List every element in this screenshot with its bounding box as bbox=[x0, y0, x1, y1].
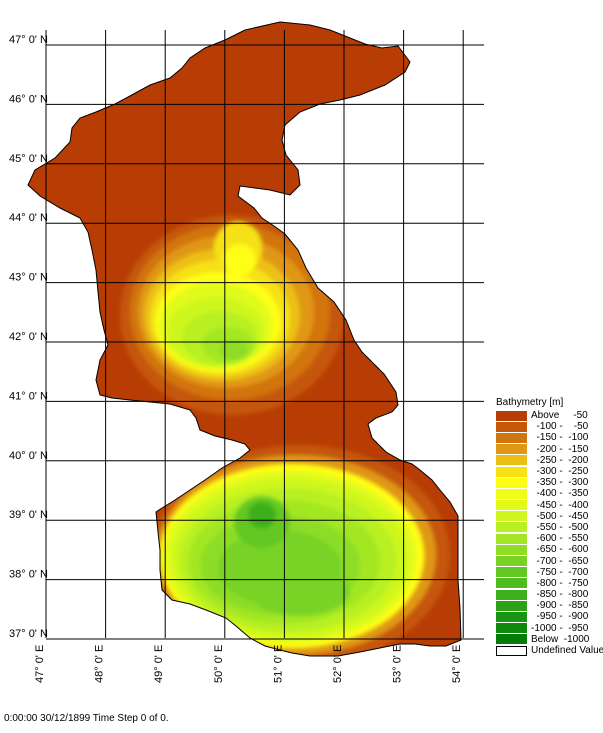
legend-label: -950 - -900 bbox=[531, 611, 589, 623]
legend-label: -300 - -250 bbox=[531, 466, 589, 478]
coastline bbox=[27, 21, 462, 657]
legend-swatch bbox=[496, 421, 527, 432]
legend-label: Below -1000 bbox=[531, 633, 590, 645]
legend-item: -900 - -850 bbox=[496, 600, 603, 611]
latitude-label: 45° 0' N bbox=[9, 153, 48, 165]
legend-item: Below -1000 bbox=[496, 634, 603, 645]
legend-swatch bbox=[496, 455, 527, 466]
graticule bbox=[45, 30, 484, 640]
legend-item: -400 - -350 bbox=[496, 488, 603, 499]
legend-item: -1000 - -950 bbox=[496, 623, 603, 634]
legend-swatch bbox=[496, 600, 527, 611]
legend-item: -700 - -650 bbox=[496, 555, 603, 567]
legend-item: -300 - -250 bbox=[496, 466, 603, 477]
legend-rows: Above -50 -100 - -50 -150 - -100 -200 - … bbox=[496, 410, 603, 656]
longitude-label: 53° 0' E bbox=[392, 645, 404, 683]
legend-swatch bbox=[496, 556, 527, 567]
legend-swatch bbox=[496, 634, 527, 645]
longitude-label: 54° 0' E bbox=[451, 645, 463, 683]
legend-label: -700 - -650 bbox=[531, 555, 589, 567]
legend-item: Undefined Value bbox=[496, 645, 603, 656]
legend-swatch bbox=[496, 522, 527, 533]
longitude-label: 49° 0' E bbox=[153, 645, 165, 683]
legend-item: -200 - -150 bbox=[496, 444, 603, 455]
legend-title: Bathymetry [m] bbox=[496, 397, 564, 408]
legend-swatch bbox=[496, 432, 527, 443]
legend-item: -350 - -300 bbox=[496, 477, 603, 488]
legend-item: -100 - -50 bbox=[496, 421, 603, 432]
legend-swatch bbox=[496, 477, 527, 488]
depth-contours bbox=[120, 215, 450, 656]
legend-label: -800 - -750 bbox=[531, 577, 589, 589]
legend-label: -600 - -550 bbox=[531, 533, 589, 545]
latitude-label: 44° 0' N bbox=[9, 212, 48, 224]
legend-label: -400 - -350 bbox=[531, 488, 589, 500]
legend-item: -650 - -600 bbox=[496, 544, 603, 555]
legend-item: -550 - -500 bbox=[496, 522, 603, 533]
legend-item: -600 - -550 bbox=[496, 533, 603, 544]
legend-swatch bbox=[496, 623, 527, 634]
legend-label: -750 - -700 bbox=[531, 566, 589, 578]
latitude-label: 40° 0' N bbox=[9, 450, 48, 462]
longitude-label: 48° 0' E bbox=[94, 645, 106, 683]
latitude-label: 47° 0' N bbox=[9, 34, 48, 46]
legend-item: -150 - -100 bbox=[496, 432, 603, 443]
latitude-label: 46° 0' N bbox=[9, 93, 48, 105]
legend-label: -500 - -450 bbox=[531, 510, 589, 522]
legend-label: Above -50 bbox=[531, 410, 588, 422]
latitude-label: 41° 0' N bbox=[9, 390, 48, 402]
legend-label: Undefined Value bbox=[531, 645, 603, 657]
status-bar: 0:00:00 30/12/1899 Time Step 0 of 0. bbox=[4, 713, 169, 724]
legend-swatch bbox=[496, 533, 527, 544]
legend-label: -350 - -300 bbox=[531, 477, 589, 489]
legend-label: -150 - -100 bbox=[531, 432, 589, 444]
legend-label: -250 - -200 bbox=[531, 454, 589, 466]
latitude-label: 37° 0' N bbox=[9, 628, 48, 640]
latitude-label: 38° 0' N bbox=[9, 569, 48, 581]
legend-swatch bbox=[496, 466, 527, 477]
legend-item: -500 - -450 bbox=[496, 511, 603, 522]
legend-label: -200 - -150 bbox=[531, 443, 589, 455]
legend-item: -800 - -750 bbox=[496, 578, 603, 589]
latitude-label: 43° 0' N bbox=[9, 272, 48, 284]
legend-item: -950 - -900 bbox=[496, 611, 603, 622]
legend-label: -850 - -800 bbox=[531, 589, 589, 601]
legend-swatch bbox=[496, 500, 527, 511]
longitude-label: 52° 0' E bbox=[332, 645, 344, 683]
legend-label: -900 - -850 bbox=[531, 600, 589, 612]
longitude-labels: 47° 0' E 48° 0' E 49° 0' E 50° 0' E 51° 0' E… bbox=[34, 645, 463, 683]
longitude-label: 47° 0' E bbox=[34, 645, 46, 683]
longitude-label: 51° 0' E bbox=[272, 645, 284, 683]
legend-swatch bbox=[496, 567, 527, 578]
legend-item: -750 - -700 bbox=[496, 567, 603, 578]
legend-swatch bbox=[496, 444, 527, 455]
longitude-label: 50° 0' E bbox=[213, 645, 225, 683]
legend: Bathymetry [m] Above -50 -100 - -50 -150… bbox=[496, 397, 603, 656]
legend-item: -850 - -800 bbox=[496, 589, 603, 600]
legend-swatch bbox=[496, 611, 527, 622]
latitude-label: 39° 0' N bbox=[9, 509, 48, 521]
latitude-label: 42° 0' N bbox=[9, 331, 48, 343]
legend-swatch bbox=[496, 511, 527, 522]
legend-label: -550 - -500 bbox=[531, 521, 589, 533]
legend-swatch bbox=[496, 410, 527, 421]
legend-swatch bbox=[496, 544, 527, 555]
legend-item: -250 - -200 bbox=[496, 455, 603, 466]
legend-swatch bbox=[496, 645, 527, 656]
legend-label: -100 - -50 bbox=[531, 421, 589, 433]
legend-item: -450 - -400 bbox=[496, 500, 603, 511]
legend-item: Above -50 bbox=[496, 410, 603, 421]
legend-label: -1000 - -950 bbox=[531, 622, 589, 634]
legend-label: -650 - -600 bbox=[531, 544, 589, 556]
latitude-labels: 47° 0' N 46° 0' N 45° 0' N 44° 0' N 43° 0' N… bbox=[9, 34, 48, 640]
legend-swatch bbox=[496, 578, 527, 589]
legend-swatch bbox=[496, 488, 527, 499]
legend-swatch bbox=[496, 589, 527, 600]
legend-label: -450 - -400 bbox=[531, 499, 589, 511]
